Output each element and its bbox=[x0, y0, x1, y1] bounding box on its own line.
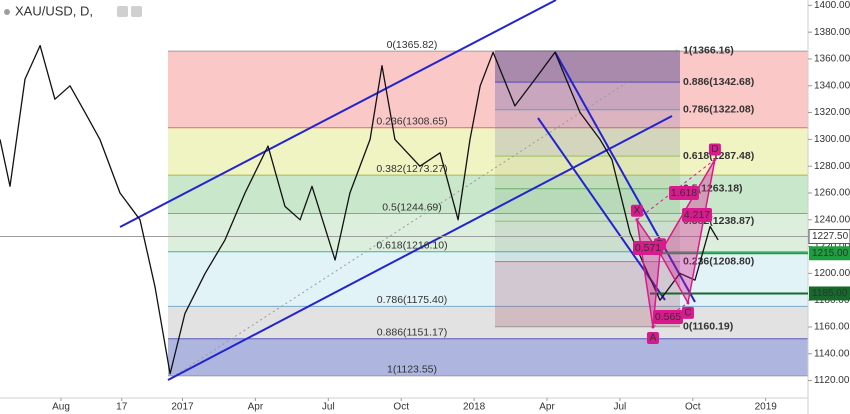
x-tick-label: 17 bbox=[116, 402, 128, 413]
fib-band bbox=[168, 127, 808, 176]
channel-line bbox=[119, 0, 557, 228]
fib-band bbox=[495, 50, 680, 83]
channel-line bbox=[167, 115, 673, 381]
y-tick-label: 1120.00 bbox=[814, 375, 850, 386]
y-tick-label: 1240.00 bbox=[814, 214, 850, 225]
y-tick-label: 1400.00 bbox=[814, 0, 850, 11]
y-tick-label: 1140.00 bbox=[814, 348, 850, 359]
x-tick-label: Aug bbox=[52, 402, 70, 413]
fib-label: 0.5(1244.69) bbox=[382, 201, 442, 213]
x-tick-label: Jul bbox=[322, 402, 335, 413]
y-tick-label: 1260.00 bbox=[814, 188, 850, 199]
x-tick-label: 2018 bbox=[463, 402, 486, 413]
ratio-label: 0.571 bbox=[635, 242, 661, 254]
close-button[interactable] bbox=[131, 6, 142, 17]
settings-button[interactable] bbox=[117, 6, 128, 17]
x-tick-label: Apr bbox=[248, 402, 264, 413]
fib-label: 0(1365.82) bbox=[387, 39, 438, 51]
fib-label: 0.786(1322.08) bbox=[683, 104, 754, 116]
fib-label: 0.886(1151.17) bbox=[377, 327, 447, 339]
x-tick-label: Apr bbox=[539, 402, 555, 413]
price-tag bbox=[809, 246, 850, 261]
pattern-point-box bbox=[708, 143, 721, 156]
fib-trend bbox=[167, 47, 681, 381]
ratio-box bbox=[669, 186, 699, 200]
pattern-point-box bbox=[646, 331, 659, 344]
pattern-point-label: C bbox=[684, 307, 691, 318]
ratio-label: 4.217 bbox=[684, 209, 710, 221]
pattern-point-label: X bbox=[634, 205, 641, 216]
y-tick-label: 1340.00 bbox=[814, 80, 850, 91]
fib-label: 1(1123.55) bbox=[387, 364, 437, 376]
y-tick-label: 1360.00 bbox=[814, 54, 850, 65]
pattern-point-box bbox=[630, 204, 643, 217]
y-tick-label: 1200.00 bbox=[814, 268, 850, 279]
chart-title: XAU/USD, D, bbox=[15, 3, 93, 18]
ratio-box bbox=[682, 208, 712, 222]
x-tick-label: 2017 bbox=[171, 402, 194, 413]
y-tick-label: 1300.00 bbox=[814, 134, 850, 145]
price-tag bbox=[808, 229, 850, 245]
pattern-ratio-line bbox=[659, 159, 716, 254]
fib-label: 0.786(1175.40) bbox=[377, 294, 447, 306]
fib-label: 0.236(1308.65) bbox=[376, 116, 447, 128]
price-tag bbox=[809, 286, 850, 301]
channel-line bbox=[554, 51, 696, 303]
ratio-box bbox=[653, 310, 683, 324]
price-tag-label: 1185.00 bbox=[812, 288, 848, 299]
fib-band bbox=[168, 251, 808, 307]
pattern-point-label: D bbox=[711, 144, 718, 155]
y-tick-label: 1280.00 bbox=[814, 161, 850, 172]
x-tick-label: Oct bbox=[685, 402, 701, 413]
pattern-ratio-line bbox=[636, 219, 661, 254]
fib-label: 0(1160.19) bbox=[683, 321, 733, 333]
fib-label: 0.618(1216.10) bbox=[376, 240, 447, 252]
y-tick-label: 1320.00 bbox=[814, 107, 850, 118]
ratio-label: 0.565 bbox=[655, 311, 681, 323]
x-tick-label: Oct bbox=[393, 402, 409, 413]
fib-label: 1(1366.16) bbox=[683, 44, 734, 56]
pattern-point-label: A bbox=[650, 333, 657, 344]
fib-label: 0.382(1273.27) bbox=[376, 163, 447, 175]
fib-label: 0.618(1287.48) bbox=[683, 150, 754, 162]
pattern-point bbox=[651, 325, 655, 329]
x-tick-label: 2019 bbox=[755, 402, 778, 413]
y-tick-label: 1160.00 bbox=[814, 322, 850, 333]
fib-band bbox=[495, 188, 680, 222]
price-tag-label: 1227.50 bbox=[812, 231, 849, 242]
price-line-series bbox=[0, 44, 719, 375]
fib-band bbox=[495, 156, 680, 189]
price-tag-label: 1215.00 bbox=[812, 248, 849, 259]
x-tick-label: Jul bbox=[614, 402, 627, 413]
pattern-point bbox=[686, 301, 690, 305]
pattern-point-box bbox=[681, 306, 694, 319]
pattern-point bbox=[635, 218, 639, 222]
fib-band bbox=[495, 109, 680, 157]
symbol-dot bbox=[4, 9, 10, 15]
fib-band bbox=[495, 261, 680, 327]
fib-band bbox=[495, 82, 680, 110]
ratio-label: 1.618 bbox=[671, 187, 697, 199]
y-tick-label: 1380.00 bbox=[814, 27, 850, 38]
pattern-point bbox=[713, 157, 717, 161]
ratio-box bbox=[633, 241, 663, 255]
fib-band bbox=[168, 51, 808, 128]
fib-band bbox=[168, 306, 808, 339]
fib-label: 0.886(1342.68) bbox=[683, 76, 754, 88]
fib-band bbox=[168, 338, 808, 376]
